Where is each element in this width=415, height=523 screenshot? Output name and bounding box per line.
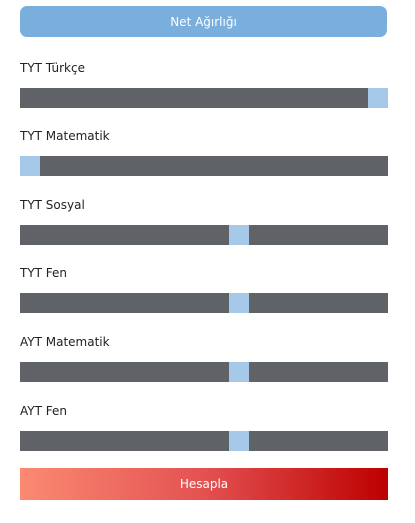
slider-label: AYT Matematik [20,335,110,349]
calculate-button-label: Hesapla [179,477,229,491]
slider-thumb[interactable] [229,362,249,382]
slider-label: AYT Fen [20,404,67,418]
calculate-button[interactable]: Hesapla [20,468,388,500]
slider-track[interactable] [20,88,388,108]
net-weight-header: Net Ağırlığı [20,6,387,37]
slider-thumb[interactable] [368,88,388,108]
slider-label: TYT Sosyal [20,198,85,212]
slider-label: TYT Türkçe [20,61,85,75]
slider-track[interactable] [20,293,388,313]
slider-track[interactable] [20,156,388,176]
slider-thumb[interactable] [20,156,40,176]
slider-thumb[interactable] [229,431,249,451]
header-title: Net Ağırlığı [170,14,237,29]
slider-track[interactable] [20,431,388,451]
slider-track[interactable] [20,362,388,382]
slider-label: TYT Matematik [20,129,110,143]
slider-thumb[interactable] [229,293,249,313]
slider-thumb[interactable] [229,225,249,245]
slider-label: TYT Fen [20,266,68,280]
slider-track[interactable] [20,225,388,245]
